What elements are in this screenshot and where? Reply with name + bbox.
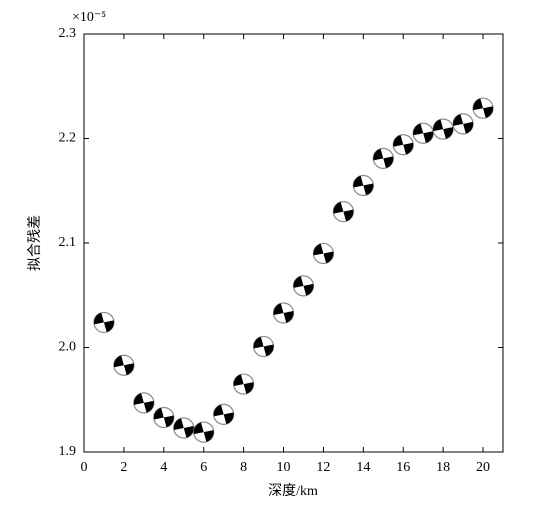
beachball xyxy=(133,392,155,414)
beachball-wedge xyxy=(173,418,184,430)
beachball xyxy=(332,201,354,223)
beachball-wedge xyxy=(423,131,434,143)
beachball-wedge xyxy=(103,320,114,333)
beachball xyxy=(292,275,315,297)
y-tick-label: 2.3 xyxy=(59,26,77,41)
beachball xyxy=(193,421,215,443)
beachball-wedge xyxy=(313,243,324,256)
beachball-wedge xyxy=(253,336,264,349)
beachball-wedge xyxy=(223,412,234,425)
beachball-wedge xyxy=(233,374,244,387)
beachball-wedge xyxy=(163,415,174,428)
beachball-wedge xyxy=(213,404,224,417)
x-tick-label: 16 xyxy=(396,460,410,475)
x-tick-label: 20 xyxy=(476,460,490,475)
beachball-wedge xyxy=(343,209,354,222)
x-tick-label: 4 xyxy=(160,460,167,475)
beachball-wedge xyxy=(433,119,444,132)
y-tick-label: 2.0 xyxy=(59,340,77,355)
beachball-wedge xyxy=(153,407,164,420)
beachball-wedge xyxy=(393,135,404,147)
beachball xyxy=(93,311,115,334)
beachball xyxy=(472,97,494,119)
x-tick-label: 6 xyxy=(200,460,207,475)
y-tick-label: 2.2 xyxy=(59,131,77,146)
beachball-wedge xyxy=(203,430,214,442)
beachball xyxy=(173,417,195,439)
beachball-wedge xyxy=(293,276,304,288)
beachball xyxy=(213,403,235,425)
beachball-wedge xyxy=(333,202,344,214)
beachball xyxy=(372,147,394,169)
beachball-wedge xyxy=(373,148,384,161)
beachball xyxy=(153,406,175,429)
beachball-wedge xyxy=(463,121,474,134)
beachball-wedge xyxy=(483,106,494,118)
x-axis-label: 深度/km xyxy=(268,483,318,499)
beachball-wedge xyxy=(353,175,364,188)
beachball-wedge xyxy=(443,127,454,139)
beachball xyxy=(452,113,474,135)
y-multiplier: ×10⁻⁵ xyxy=(72,10,106,25)
beachball xyxy=(233,373,255,395)
plot-frame xyxy=(83,33,504,453)
beachball-wedge xyxy=(363,183,374,196)
beachball xyxy=(272,302,295,324)
beachball-wedge xyxy=(403,142,414,155)
beachball xyxy=(412,122,434,144)
beachball-wedge xyxy=(113,355,124,368)
beachball xyxy=(392,134,414,156)
beachball-wedge xyxy=(123,363,134,375)
beachball-wedge xyxy=(413,123,424,136)
beachball xyxy=(432,118,454,140)
beachball-wedge xyxy=(93,312,104,325)
beachball-wedge xyxy=(283,311,294,323)
beachball-wedge xyxy=(143,400,154,413)
beachball-wedge xyxy=(383,156,394,168)
beachball-wedge xyxy=(243,382,254,394)
x-tick-label: 18 xyxy=(436,460,450,475)
beachball-wedge xyxy=(303,283,314,296)
beachball-wedge xyxy=(183,425,194,438)
y-tick-label: 2.1 xyxy=(59,235,77,250)
beachball xyxy=(252,335,275,358)
y-tick-label: 1.9 xyxy=(59,444,77,459)
beachball-wedge xyxy=(323,251,334,264)
beachball xyxy=(352,174,374,197)
beachball-wedge xyxy=(263,344,274,357)
beachball-wedge xyxy=(453,114,464,126)
x-tick-label: 14 xyxy=(356,460,370,475)
x-tick-label: 10 xyxy=(277,460,291,475)
beachball xyxy=(113,354,135,376)
beachball-wedge xyxy=(133,393,144,405)
x-tick-label: 0 xyxy=(81,460,88,475)
beachball-wedge xyxy=(273,303,284,316)
y-axis-label: 拟合残差 xyxy=(27,215,43,271)
beachball xyxy=(312,242,335,265)
x-tick-label: 8 xyxy=(240,460,247,475)
beachball-wedge xyxy=(193,422,204,435)
beachball-wedge xyxy=(473,98,484,111)
x-tick-label: 2 xyxy=(120,460,127,475)
x-tick-label: 12 xyxy=(316,460,330,475)
